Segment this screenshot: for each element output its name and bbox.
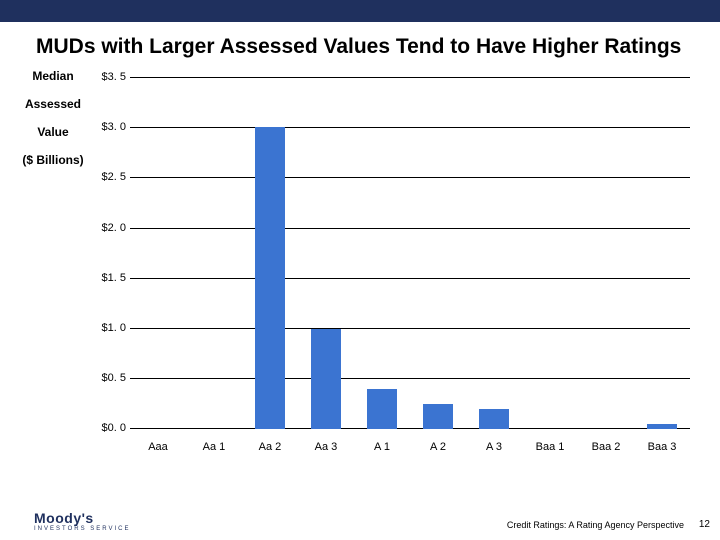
y-axis-label-line: ($ Billions) [10, 153, 96, 167]
y-axis-label-line: Assessed [10, 97, 96, 111]
title-wrap: MUDs with Larger Assessed Values Tend to… [0, 22, 720, 63]
y-axis-label: Median Assessed Value ($ Billions) [10, 69, 96, 167]
x-tick-label: Aaa [130, 441, 186, 453]
bar-slot [130, 77, 186, 429]
moodys-logo: Moody's INVESTORS SERVICE [34, 511, 130, 532]
x-tick-label: Baa 1 [522, 441, 578, 453]
y-tick-label: $0. 0 [88, 422, 126, 434]
plot-area: $0. 0$0. 5$1. 0$1. 5$2. 0$2. 5$3. 0$3. 5… [130, 69, 690, 429]
logo-sub-text: INVESTORS SERVICE [34, 526, 130, 532]
page-number: 12 [699, 519, 710, 530]
bar-slot [522, 77, 578, 429]
y-axis-label-line: Value [10, 125, 96, 139]
y-tick-label: $3. 5 [88, 71, 126, 83]
y-tick-label: $2. 5 [88, 171, 126, 183]
y-tick-label: $3. 0 [88, 121, 126, 133]
bar-slot [186, 77, 242, 429]
bar-slot [410, 77, 466, 429]
footer-caption: Credit Ratings: A Rating Agency Perspect… [507, 520, 684, 530]
bar [647, 424, 678, 429]
bars-container [130, 77, 690, 429]
y-tick-label: $0. 5 [88, 372, 126, 384]
x-tick-label: Baa 2 [578, 441, 634, 453]
x-tick-label: A 3 [466, 441, 522, 453]
y-tick-label: $2. 0 [88, 222, 126, 234]
x-tick-label: Aa 3 [298, 441, 354, 453]
bar [367, 389, 398, 429]
x-axis-labels: AaaAa 1Aa 2Aa 3A 1A 2A 3Baa 1Baa 2Baa 3 [130, 441, 690, 453]
footer: Moody's INVESTORS SERVICE Credit Ratings… [0, 504, 720, 532]
x-tick-label: Aa 1 [186, 441, 242, 453]
bar-slot [354, 77, 410, 429]
x-tick-label: A 1 [354, 441, 410, 453]
x-tick-label: Aa 2 [242, 441, 298, 453]
bar-slot [466, 77, 522, 429]
bar-slot [578, 77, 634, 429]
top-bar [0, 0, 720, 22]
chart-figure: MedianAssessedValue($ Billions) $0. 0$0.… [10, 69, 700, 457]
y-axis-label-line: Median [10, 69, 96, 83]
page-title: MUDs with Larger Assessed Values Tend to… [36, 34, 692, 59]
x-tick-label: A 2 [410, 441, 466, 453]
x-tick-label: Baa 3 [634, 441, 690, 453]
bar [423, 404, 454, 429]
bar [311, 329, 342, 430]
y-tick-label: $1. 0 [88, 322, 126, 334]
bar-slot [242, 77, 298, 429]
bar [255, 127, 286, 429]
logo-main-text: Moody's [34, 511, 130, 525]
bar-slot [634, 77, 690, 429]
bar-slot [298, 77, 354, 429]
y-tick-label: $1. 5 [88, 272, 126, 284]
bar [479, 409, 510, 429]
